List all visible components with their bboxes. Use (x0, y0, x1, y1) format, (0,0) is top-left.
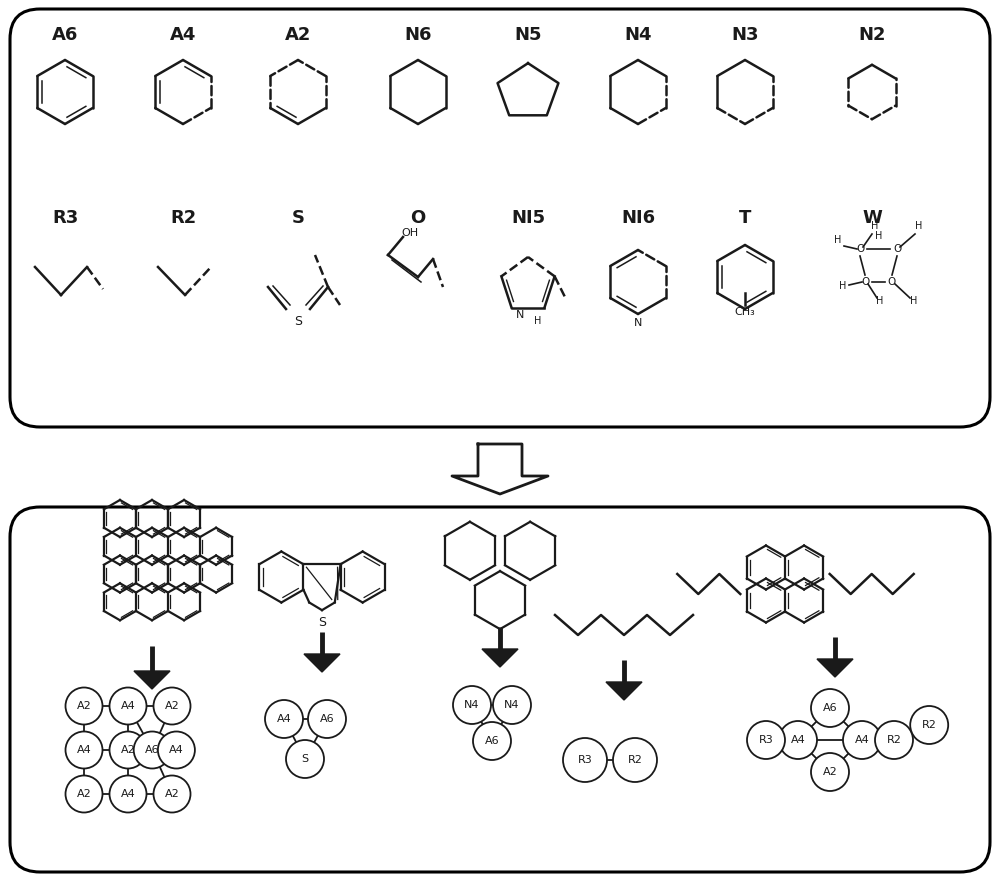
Text: O: O (893, 244, 901, 254)
Text: N: N (516, 310, 524, 319)
Circle shape (158, 731, 195, 768)
Text: R2: R2 (170, 209, 196, 227)
Text: H: H (875, 231, 882, 241)
Text: A2: A2 (285, 26, 311, 44)
Circle shape (779, 721, 817, 759)
Text: A4: A4 (855, 735, 869, 745)
Circle shape (110, 775, 146, 812)
Text: A6: A6 (485, 736, 499, 746)
Text: N6: N6 (404, 26, 432, 44)
Text: A4: A4 (277, 714, 291, 724)
Text: R3: R3 (578, 755, 592, 765)
Text: A2: A2 (165, 789, 179, 799)
Text: T: T (739, 209, 751, 227)
Text: S: S (301, 754, 309, 764)
Polygon shape (304, 654, 340, 672)
Text: A6: A6 (320, 714, 334, 724)
Text: A4: A4 (170, 26, 196, 44)
Circle shape (308, 700, 346, 738)
Polygon shape (482, 649, 518, 667)
Circle shape (875, 721, 913, 759)
Text: OH: OH (401, 228, 419, 238)
Circle shape (265, 700, 303, 738)
Circle shape (493, 686, 531, 724)
Text: R3: R3 (759, 735, 773, 745)
Text: W: W (862, 209, 882, 227)
Text: S: S (318, 617, 326, 629)
Circle shape (110, 731, 146, 768)
Text: N: N (634, 318, 642, 328)
Text: N2: N2 (858, 26, 886, 44)
Circle shape (110, 687, 146, 724)
Text: N4: N4 (624, 26, 652, 44)
Text: H: H (915, 221, 923, 231)
Text: A6: A6 (52, 26, 78, 44)
Circle shape (811, 753, 849, 791)
Text: N4: N4 (464, 700, 480, 710)
Circle shape (134, 731, 171, 768)
Text: H: H (871, 221, 879, 231)
Text: H: H (534, 316, 541, 325)
Text: H: H (834, 235, 842, 245)
Text: H: H (839, 281, 847, 291)
Text: A2: A2 (121, 745, 135, 755)
Text: S: S (292, 209, 304, 227)
Text: A4: A4 (121, 701, 135, 711)
Text: R2: R2 (628, 755, 642, 765)
Circle shape (154, 775, 190, 812)
Text: H: H (876, 296, 884, 306)
Text: R3: R3 (52, 209, 78, 227)
Polygon shape (452, 444, 548, 494)
Text: A4: A4 (77, 745, 91, 755)
Text: A2: A2 (823, 767, 837, 777)
Circle shape (154, 687, 190, 724)
Circle shape (66, 687, 103, 724)
Circle shape (286, 740, 324, 778)
Circle shape (613, 738, 657, 782)
Text: R2: R2 (887, 735, 901, 745)
Circle shape (747, 721, 785, 759)
Text: N3: N3 (731, 26, 759, 44)
Circle shape (811, 689, 849, 727)
FancyBboxPatch shape (10, 507, 990, 872)
Text: A2: A2 (165, 701, 179, 711)
Text: O: O (410, 209, 426, 227)
Text: H: H (910, 296, 918, 306)
Circle shape (66, 731, 103, 768)
Text: A4: A4 (169, 745, 184, 755)
Circle shape (453, 686, 491, 724)
Polygon shape (606, 682, 642, 700)
Polygon shape (134, 671, 170, 689)
Circle shape (843, 721, 881, 759)
Text: NI5: NI5 (511, 209, 545, 227)
Text: O: O (861, 277, 869, 287)
Text: N4: N4 (504, 700, 520, 710)
Text: R2: R2 (922, 720, 937, 730)
Text: N5: N5 (514, 26, 542, 44)
Text: A6: A6 (823, 703, 837, 713)
Text: O: O (856, 244, 864, 254)
Text: A4: A4 (791, 735, 805, 745)
Text: S: S (294, 315, 302, 328)
Text: A2: A2 (77, 701, 91, 711)
Text: A4: A4 (121, 789, 135, 799)
FancyBboxPatch shape (10, 9, 990, 427)
Text: CH₃: CH₃ (735, 307, 755, 317)
Polygon shape (817, 659, 853, 677)
Circle shape (563, 738, 607, 782)
Circle shape (66, 775, 103, 812)
Text: A6: A6 (145, 745, 160, 755)
Text: O: O (888, 277, 896, 287)
Text: NI6: NI6 (621, 209, 655, 227)
Circle shape (473, 722, 511, 760)
Text: A2: A2 (77, 789, 91, 799)
Circle shape (910, 706, 948, 744)
